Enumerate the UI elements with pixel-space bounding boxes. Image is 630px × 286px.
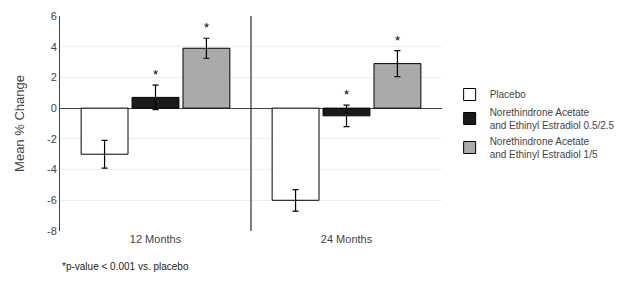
svg-text:-2: -2 <box>47 133 57 145</box>
svg-text:0: 0 <box>51 102 57 114</box>
svg-text:*: * <box>204 20 209 35</box>
svg-text:-8: -8 <box>47 225 57 237</box>
svg-text:Norethindrone Acetateand Ethin: Norethindrone Acetateand Ethinyl Estradi… <box>490 136 598 160</box>
svg-text:-6: -6 <box>47 194 57 206</box>
svg-text:*: * <box>344 87 349 102</box>
svg-text:-4: -4 <box>47 163 57 175</box>
svg-text:*: * <box>153 67 158 82</box>
svg-text:4: 4 <box>51 41 57 53</box>
svg-text:2: 2 <box>51 71 57 83</box>
svg-text:Mean % Change: Mean % Change <box>12 75 27 172</box>
svg-text:Norethindrone Acetateand Ethin: Norethindrone Acetateand Ethinyl Estradi… <box>490 107 615 131</box>
svg-text:24 Months: 24 Months <box>321 233 373 245</box>
svg-text:*: * <box>395 33 400 48</box>
svg-text:Placebo: Placebo <box>490 89 527 100</box>
svg-text:6: 6 <box>51 10 57 22</box>
svg-text:*p-value < 0.001 vs. placebo: *p-value < 0.001 vs. placebo <box>62 261 189 272</box>
svg-text:12 Months: 12 Months <box>130 233 182 245</box>
